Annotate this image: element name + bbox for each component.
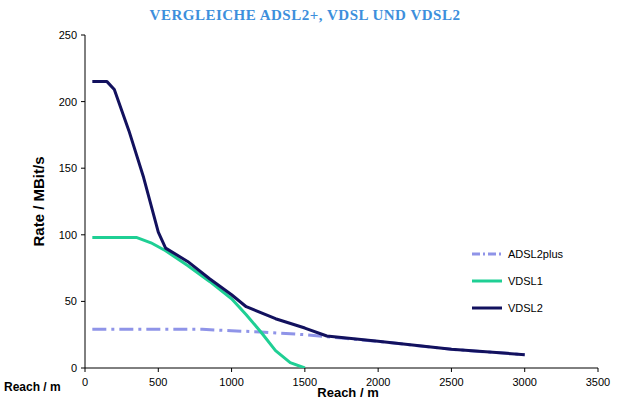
y-axis	[85, 35, 86, 368]
title: VERGLEICHE ADSL2+, VDSL UND VDSL2	[150, 7, 461, 23]
y-tick	[81, 368, 85, 369]
x-tick	[598, 368, 599, 372]
y-tick-label: 50	[65, 295, 77, 307]
x-axis	[85, 368, 598, 369]
y-tick	[81, 101, 85, 102]
x-axis-label: Reach / m	[317, 385, 378, 400]
legend-swatch	[472, 307, 502, 310]
x-tick-label: 500	[149, 376, 167, 388]
x-tick	[158, 368, 159, 372]
y-tick	[81, 301, 85, 302]
y-tick-label: 200	[59, 96, 77, 108]
legend-label: ADSL2plus	[508, 248, 564, 260]
series-line	[92, 82, 524, 355]
legend-swatch	[472, 280, 502, 283]
legend-label: VDSL1	[508, 275, 543, 287]
x-tick-label: 3000	[512, 376, 536, 388]
x-tick	[85, 368, 86, 372]
chart: VERGLEICHE ADSL2+, VDSL UND VDSL20500100…	[0, 0, 620, 400]
y-tick-label: 250	[59, 29, 77, 41]
x-tick	[231, 368, 232, 372]
series-line	[92, 237, 305, 368]
annotation: Reach / m	[4, 380, 61, 394]
legend-label: VDSL2	[508, 302, 543, 314]
legend: ADSL2plus VDSL1 VDSL2	[472, 248, 564, 314]
y-tick-label: 150	[59, 162, 77, 174]
legend-swatch	[472, 253, 502, 256]
y-tick-label: 100	[59, 229, 77, 241]
x-tick	[304, 368, 305, 372]
x-tick-label: 0	[82, 376, 88, 388]
x-tick	[451, 368, 452, 372]
x-tick-label: 2500	[439, 376, 463, 388]
y-tick	[81, 35, 85, 36]
x-tick	[524, 368, 525, 372]
y-tick	[81, 168, 85, 169]
plot-area	[92, 82, 524, 368]
x-tick-label: 3500	[586, 376, 610, 388]
y-tick-label: 0	[71, 362, 77, 374]
x-tick	[378, 368, 379, 372]
x-tick-label: 1500	[293, 376, 317, 388]
y-axis-label: Rate / MBit/s	[30, 156, 47, 246]
y-tick	[81, 234, 85, 235]
x-tick-label: 1000	[219, 376, 243, 388]
